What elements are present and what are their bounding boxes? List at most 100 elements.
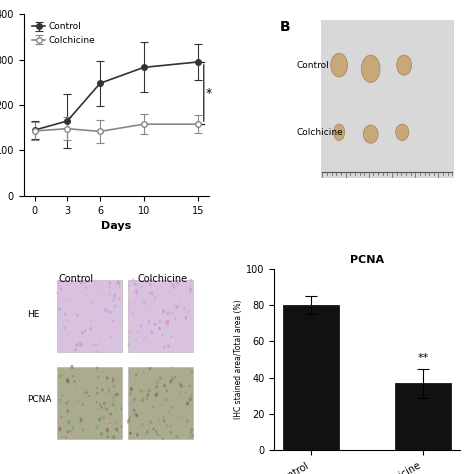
Ellipse shape [133, 384, 134, 385]
Ellipse shape [118, 297, 120, 300]
Ellipse shape [113, 297, 115, 300]
Ellipse shape [167, 411, 169, 412]
Ellipse shape [171, 338, 173, 342]
Ellipse shape [82, 428, 84, 431]
Text: Control: Control [58, 274, 93, 284]
Ellipse shape [67, 319, 69, 322]
Ellipse shape [166, 320, 169, 324]
Ellipse shape [89, 395, 90, 397]
Ellipse shape [101, 416, 104, 420]
Ellipse shape [141, 328, 142, 329]
Ellipse shape [59, 285, 60, 287]
Ellipse shape [129, 431, 132, 435]
Ellipse shape [116, 334, 117, 336]
Text: Control: Control [296, 61, 329, 70]
Ellipse shape [104, 407, 106, 410]
Ellipse shape [60, 415, 63, 418]
Bar [283, 305, 339, 450]
Ellipse shape [102, 346, 103, 347]
Ellipse shape [363, 125, 378, 143]
Ellipse shape [91, 301, 94, 303]
Ellipse shape [184, 392, 186, 393]
Ellipse shape [187, 310, 189, 313]
Ellipse shape [100, 406, 102, 408]
Ellipse shape [79, 418, 81, 419]
Ellipse shape [189, 431, 192, 434]
Ellipse shape [64, 299, 66, 302]
Ellipse shape [163, 346, 166, 349]
Ellipse shape [84, 329, 86, 333]
Ellipse shape [176, 435, 178, 438]
Ellipse shape [152, 406, 154, 408]
Ellipse shape [72, 430, 73, 431]
Ellipse shape [101, 407, 102, 409]
Ellipse shape [115, 345, 117, 346]
Ellipse shape [69, 299, 71, 301]
Ellipse shape [82, 403, 84, 406]
Ellipse shape [176, 282, 179, 285]
Ellipse shape [162, 310, 165, 313]
Ellipse shape [140, 286, 142, 288]
Ellipse shape [172, 366, 173, 368]
Ellipse shape [132, 278, 134, 281]
Ellipse shape [129, 392, 132, 395]
Ellipse shape [191, 428, 193, 431]
Ellipse shape [134, 302, 136, 305]
Ellipse shape [96, 339, 97, 340]
Ellipse shape [138, 331, 139, 333]
Ellipse shape [78, 342, 81, 346]
Ellipse shape [146, 430, 149, 434]
Ellipse shape [190, 279, 192, 282]
Ellipse shape [96, 351, 97, 352]
Ellipse shape [167, 324, 169, 327]
Ellipse shape [134, 413, 137, 417]
Ellipse shape [56, 291, 59, 294]
Ellipse shape [158, 327, 161, 330]
Ellipse shape [191, 371, 193, 374]
Ellipse shape [110, 336, 112, 337]
Ellipse shape [136, 414, 139, 418]
Ellipse shape [66, 378, 69, 382]
X-axis label: Days: Days [101, 221, 132, 231]
Ellipse shape [76, 327, 79, 330]
Ellipse shape [186, 402, 189, 406]
Ellipse shape [128, 303, 129, 305]
Ellipse shape [107, 413, 108, 415]
Ellipse shape [98, 371, 99, 373]
Ellipse shape [80, 344, 82, 347]
Ellipse shape [80, 297, 81, 298]
Ellipse shape [135, 340, 137, 342]
Ellipse shape [108, 294, 109, 295]
Ellipse shape [156, 392, 159, 395]
Ellipse shape [140, 324, 142, 327]
Ellipse shape [169, 291, 171, 293]
Ellipse shape [167, 321, 169, 324]
Ellipse shape [66, 333, 68, 336]
Ellipse shape [165, 389, 168, 392]
Ellipse shape [189, 437, 191, 439]
Ellipse shape [155, 323, 157, 326]
Ellipse shape [61, 305, 62, 306]
Ellipse shape [183, 307, 185, 310]
Ellipse shape [112, 377, 114, 379]
Ellipse shape [80, 282, 83, 285]
Ellipse shape [109, 422, 111, 424]
Ellipse shape [178, 417, 180, 418]
Ellipse shape [91, 279, 92, 281]
Ellipse shape [146, 309, 147, 311]
Ellipse shape [97, 287, 100, 291]
Ellipse shape [170, 425, 171, 427]
Ellipse shape [142, 286, 144, 288]
Ellipse shape [134, 283, 137, 285]
Ellipse shape [93, 344, 95, 346]
Ellipse shape [179, 340, 180, 342]
Ellipse shape [81, 305, 82, 308]
Ellipse shape [136, 433, 139, 437]
Text: Colchicine: Colchicine [296, 128, 343, 137]
Ellipse shape [76, 387, 77, 389]
Ellipse shape [139, 389, 140, 391]
Ellipse shape [106, 430, 109, 433]
Ellipse shape [135, 374, 137, 376]
Ellipse shape [397, 55, 411, 75]
Ellipse shape [108, 390, 110, 393]
